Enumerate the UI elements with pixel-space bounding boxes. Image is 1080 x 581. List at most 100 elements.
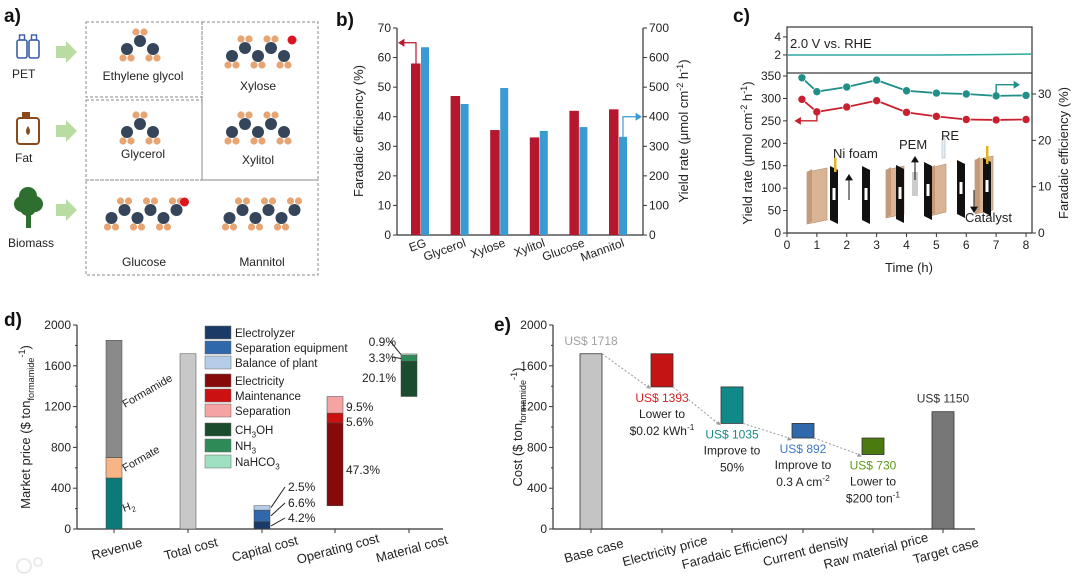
y2-axis-title: Faradaic efficiency (%): [1056, 87, 1071, 219]
value-label: US$ 730: [850, 459, 897, 473]
hydrogen-atom: [232, 61, 240, 69]
series-line-yield-rate: [801, 98, 1027, 121]
carbon-atom: [223, 212, 236, 224]
y2-tick-label: 20: [1038, 133, 1052, 147]
callout-line: [270, 502, 286, 517]
inset-label: RE: [941, 128, 959, 143]
carbon-atom: [239, 118, 251, 130]
oil-jug-icon: [16, 112, 40, 145]
bottle-body: [28, 39, 40, 59]
data-point: [961, 115, 971, 124]
stack-segment: [326, 412, 344, 424]
reference-electrode: [941, 137, 946, 159]
data-point: [797, 95, 807, 104]
waterfall-bar: [861, 437, 885, 455]
bar-faradaic-efficiency: [411, 63, 421, 235]
hydrogen-atom: [229, 223, 238, 231]
legend-swatch: [204, 325, 232, 340]
carbon-atom: [239, 42, 251, 54]
hydrogen-atom: [250, 61, 258, 69]
hydrogen-atom: [271, 111, 279, 119]
voltage-subplot-frame: [786, 26, 1033, 74]
bar-yield-rate: [619, 136, 627, 235]
x-tick-label: Base case: [563, 536, 626, 566]
arrow-down-icon: [970, 206, 978, 213]
series-line-faradaic-efficiency: [801, 77, 1027, 97]
hydrogen-atom: [247, 223, 256, 231]
y2-axis-title: Yield rate (μmol cm-2 h-1): [675, 59, 691, 202]
bar-faradaic-efficiency: [450, 96, 461, 235]
arrow-up-icon: [845, 174, 853, 181]
oxygen-atom: [180, 197, 189, 207]
value-label: US$ 1393: [635, 391, 689, 405]
stack-segment: [253, 521, 271, 530]
y-tick-label: 1200: [520, 400, 547, 414]
legend-label: NaHCO3: [235, 457, 280, 471]
hydrogen-atom: [140, 28, 148, 36]
waterfall-bar: [791, 423, 815, 439]
data-point: [812, 87, 822, 96]
xylose-molecule: [224, 35, 297, 69]
y-tick-label: 30: [378, 139, 392, 153]
stack-segment: [179, 353, 197, 530]
end-plate-side: [975, 157, 980, 214]
watermark-mark: [16, 558, 32, 574]
source-label: Fat: [15, 151, 33, 165]
carbon-atom: [121, 126, 133, 138]
segment-label: H2: [121, 499, 137, 517]
x-axis-title: Time (h): [885, 260, 933, 275]
molecule-box: [85, 179, 319, 276]
hydrogen-atom: [273, 223, 282, 231]
arrow-right-icon: [56, 120, 77, 142]
y-tick-label: 400: [51, 481, 71, 495]
note-label: Lower to: [639, 407, 685, 421]
voltage-line: [787, 53, 1033, 56]
y2-tick-label: 0: [1038, 226, 1045, 240]
y-axis-title: Faradaic efficiency (%): [351, 65, 366, 197]
value-label: US$ 1035: [705, 427, 759, 441]
x-tick-label: 6: [963, 238, 970, 252]
hydrogen-atom: [140, 111, 148, 119]
hydrogen-atom: [237, 35, 245, 43]
electrode-tab: [834, 158, 837, 172]
carbon-atom: [249, 212, 262, 224]
legend-label: Balance of plant: [235, 358, 318, 370]
hydrogen-atom: [242, 197, 251, 205]
x-tick-label: Total cost: [162, 534, 219, 563]
y-axis-title: Market price ($ tonformamide-1): [17, 345, 36, 509]
data-point: [872, 96, 881, 105]
x-tick-label: 4: [903, 238, 910, 252]
y-tick-label: 400: [527, 481, 547, 495]
series-axis-arrow: [404, 42, 417, 64]
stack-segment: [105, 477, 123, 530]
hydrogen-atom: [263, 35, 271, 43]
legend-swatch: [204, 438, 232, 453]
hydrogen-atom: [145, 137, 153, 145]
hydrogen-atom: [250, 137, 258, 145]
tree-icon: [14, 187, 43, 228]
data-point: [797, 73, 807, 83]
bar-faradaic-efficiency: [529, 137, 540, 235]
y-tick-label: 0: [64, 522, 71, 536]
hydrogen-atom: [168, 197, 177, 205]
molecule-label: Ethylene glycol: [103, 69, 184, 83]
panel-a-schematic: PET Fat Biomass Ethylene glycol Glycerol Xylo…: [8, 21, 319, 276]
glucose-molecule: [103, 197, 189, 231]
inset-label: Catalyst: [965, 210, 1012, 225]
callout-line: [389, 340, 402, 355]
arrowhead-icon: [857, 453, 862, 457]
note-label: Improve to: [775, 458, 832, 472]
y-axis-title: Yield rate (μmol cm-2 h-1): [739, 81, 755, 224]
percent-label: 0.9%: [369, 335, 397, 349]
y-tick-label: 250: [761, 114, 781, 128]
legend-swatch: [204, 355, 232, 370]
stack-segment: [400, 353, 418, 356]
panel-label-a: a): [4, 6, 21, 27]
arrow-right-icon: [56, 199, 77, 221]
molecule-box: [201, 21, 319, 181]
hydrogen-atom: [276, 137, 284, 145]
series-axis-arrow: [622, 116, 636, 137]
end-plate-side: [886, 167, 891, 218]
